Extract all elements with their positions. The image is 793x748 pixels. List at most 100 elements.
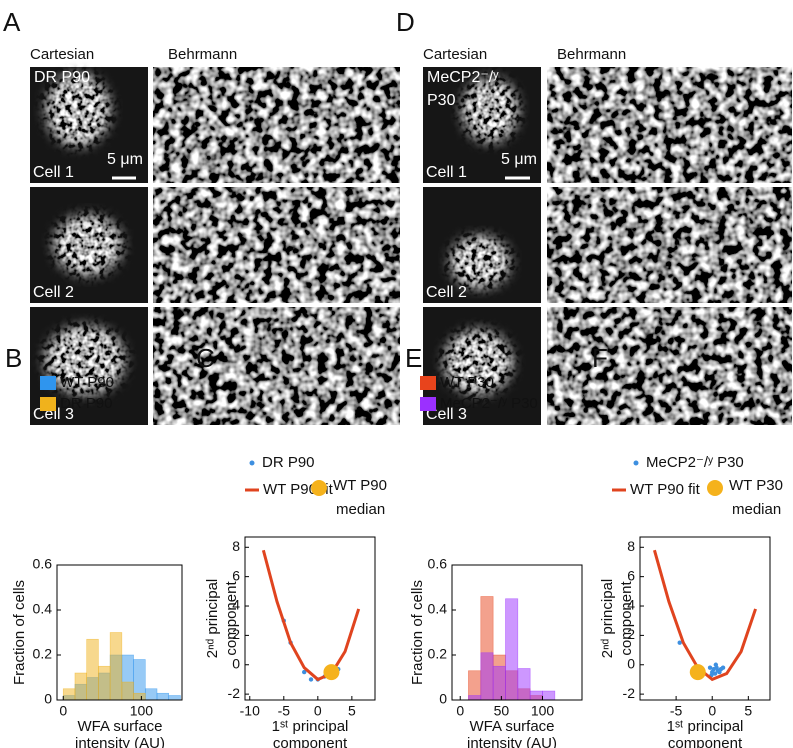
- panel-letter: B: [5, 343, 22, 373]
- y-tick-label: 0: [439, 691, 447, 707]
- legend-label: WT P90 fit: [630, 481, 701, 498]
- x-tick-label: 0: [314, 703, 322, 719]
- x-tick-label: 5: [348, 703, 356, 719]
- histogram-bar: [109, 632, 123, 701]
- histogram-bar: [86, 638, 99, 701]
- x-axis-label: 1ˢᵗ principal: [272, 718, 349, 735]
- behrmann-image: [547, 187, 792, 303]
- y-tick-label: 8: [627, 538, 635, 554]
- x-axis-label: intensity (AU): [467, 735, 557, 748]
- histogram-bar: [529, 690, 543, 701]
- y-tick-label: 0.4: [428, 601, 448, 617]
- y-tick-label: 0: [232, 655, 240, 671]
- x-axis-label: 1ˢᵗ principal: [667, 718, 744, 735]
- cell-texture: [54, 215, 122, 275]
- scale-bar-label: 5 μm: [107, 151, 143, 168]
- x-tick-label: 0: [456, 703, 464, 719]
- legend-label: MeCP2⁻/ʸ P30: [440, 395, 538, 412]
- histogram-bar: [480, 652, 494, 701]
- cell-label: Cell 3: [426, 406, 467, 423]
- plot-frame: [244, 536, 376, 701]
- histogram-bar: [98, 665, 111, 701]
- legend-swatch: [40, 376, 56, 390]
- cell-label: Cell 2: [426, 284, 467, 301]
- cell-label: Cell 2: [33, 284, 74, 301]
- panel-letter: C: [196, 343, 215, 373]
- micrographs: [30, 67, 792, 425]
- y-axis-label: Fraction of cells: [409, 580, 426, 685]
- x-tick-label: -5: [278, 703, 291, 719]
- histogram-bar: [133, 692, 146, 701]
- column-header: Cartesian: [423, 46, 487, 63]
- y-tick-label: 0.2: [33, 646, 53, 662]
- behrmann-image: [153, 187, 400, 303]
- data-point: [707, 665, 713, 670]
- y-tick-label: 2: [627, 626, 635, 642]
- legend-label: median: [336, 501, 385, 518]
- y-tick-label: 0: [627, 655, 635, 671]
- legend-label: WT P30: [729, 477, 783, 494]
- histogram-bar: [505, 598, 519, 701]
- data-point: [713, 662, 719, 667]
- histogram-bar: [62, 688, 76, 701]
- panel-letter: E: [405, 343, 422, 373]
- column-header: Cartesian: [30, 46, 94, 63]
- legend-marker: [249, 460, 255, 466]
- y-tick-label: 0.6: [428, 556, 448, 572]
- data-point: [308, 677, 314, 682]
- median-point: [689, 664, 706, 681]
- x-axis-label: component: [668, 735, 743, 748]
- condition-label: DR P90: [34, 69, 90, 86]
- x-tick-label: -10: [240, 703, 260, 719]
- y-tick-label: 0.6: [33, 556, 53, 572]
- x-tick-label: -5: [670, 703, 683, 719]
- cell-texture: [444, 330, 512, 394]
- behrmann-image: [547, 307, 792, 425]
- x-tick-label: 5: [744, 703, 752, 719]
- y-axis-label: Fraction of cells: [11, 580, 28, 685]
- legend-label: median: [732, 501, 781, 518]
- data-point: [302, 669, 307, 675]
- legend-label: WT P90: [333, 477, 387, 494]
- data-point: [720, 665, 726, 670]
- cell-label: Cell 1: [426, 164, 467, 181]
- fit-line: [652, 549, 757, 682]
- cell-texture: [45, 326, 125, 394]
- x-tick-label: 0: [708, 703, 716, 719]
- cell-texture: [46, 74, 110, 146]
- x-axis-label: intensity (AU): [75, 735, 165, 748]
- column-header: Behrmann: [168, 46, 237, 63]
- y-tick-label: 6: [627, 567, 635, 583]
- column-header: Behrmann: [557, 46, 626, 63]
- content: A Cartesian Behrmann Cell 1 Cell 2 Cell 3 DR P…: [3, 7, 783, 748]
- cell-texture: [462, 78, 518, 142]
- y-tick-label: 0: [44, 691, 52, 707]
- legend-label: WT P30: [440, 374, 494, 391]
- legend-marker: [633, 460, 639, 466]
- histogram-bar: [542, 690, 556, 701]
- legend-label: WT P90: [60, 374, 114, 391]
- y-axis-label: component: [618, 581, 635, 656]
- panel-letter: D: [396, 7, 415, 37]
- legend-label: DR P90: [262, 454, 315, 471]
- y-tick-label: 0.2: [428, 646, 448, 662]
- y-tick-label: -2: [228, 685, 241, 701]
- condition-label: P30: [427, 92, 456, 109]
- panel-letter: F: [592, 343, 608, 373]
- legend-label: DR P90: [60, 395, 113, 412]
- y-axis-label: 2ⁿᵈ principal: [599, 579, 616, 659]
- y-tick-label: 6: [232, 567, 240, 583]
- y-tick-label: 2: [232, 626, 240, 642]
- x-axis-label: WFA surface: [469, 718, 554, 735]
- legend-swatch: [40, 397, 56, 411]
- y-tick-label: 8: [232, 538, 240, 554]
- histogram-bar: [517, 668, 531, 701]
- fit-line: [261, 549, 361, 682]
- legend-marker: [311, 480, 327, 496]
- y-axis-label: component: [223, 581, 240, 656]
- legend-swatch: [420, 376, 436, 390]
- median-point: [323, 664, 340, 681]
- behrmann-image: [153, 67, 400, 183]
- x-tick-label: 100: [531, 703, 555, 719]
